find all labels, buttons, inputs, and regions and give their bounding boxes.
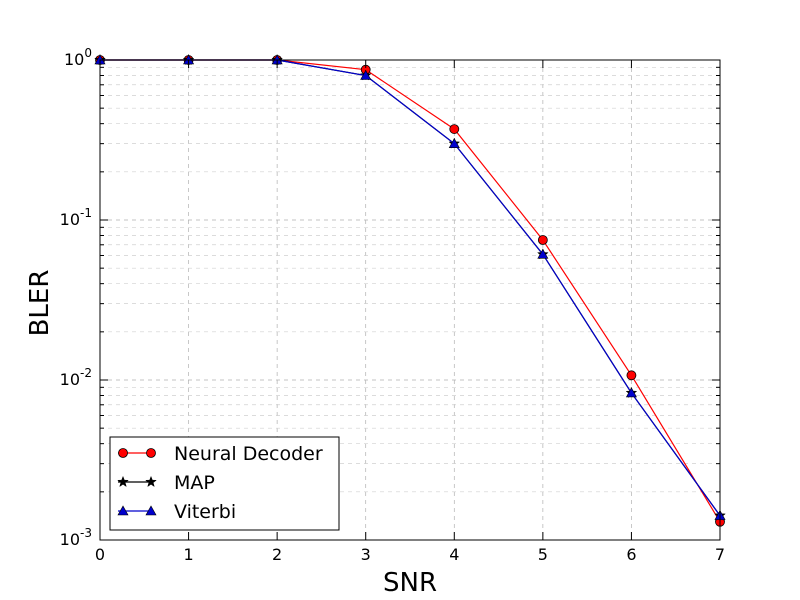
- data-point: [449, 124, 460, 134]
- y-tick-label: 10-1: [60, 206, 92, 229]
- data-point: [537, 248, 549, 259]
- y-tick-exponent: -1: [80, 206, 92, 220]
- x-tick-label: 1: [183, 545, 193, 564]
- y-tick-label: 100: [64, 46, 92, 69]
- x-tick-label: 7: [715, 545, 725, 564]
- x-axis-label: SNR: [383, 568, 437, 598]
- legend: Neural Decoder MAP Viterbi: [109, 436, 340, 531]
- x-tick-label: 2: [272, 545, 282, 564]
- data-point: [625, 387, 637, 398]
- data-point: [626, 370, 637, 381]
- y-tick-exponent: 0: [84, 46, 92, 60]
- y-tick-exponent: -3: [80, 526, 92, 540]
- y-tick-base: 10: [60, 370, 80, 389]
- x-tick-label: 4: [449, 545, 459, 564]
- plot-frame: [99, 59, 721, 541]
- legend-entry: Viterbi: [117, 501, 236, 523]
- data-point: [537, 235, 548, 245]
- x-tick-label: 3: [361, 545, 371, 564]
- tick-marks: [99, 59, 721, 541]
- data-point: [360, 69, 372, 80]
- legend-label: Neural Decoder: [174, 443, 323, 465]
- legend-label: Viterbi: [174, 501, 236, 523]
- x-tick-label: 5: [538, 545, 548, 564]
- legend-marker: [117, 475, 129, 488]
- legend-entry: Neural Decoder: [118, 443, 323, 465]
- y-tick-label: 10-3: [60, 526, 92, 549]
- y-tick-base: 10: [60, 210, 80, 229]
- legend-entry: MAP: [117, 472, 215, 494]
- legend-marker: [146, 448, 156, 458]
- data-point: [448, 138, 460, 148]
- legend-label: MAP: [174, 472, 215, 494]
- legend-marker: [118, 448, 128, 458]
- x-tick-label: 6: [626, 545, 636, 564]
- legend-marker: [145, 505, 157, 516]
- x-tick-labels: 0 1 2 3 4 5 6 7: [95, 545, 725, 564]
- y-tick-base: 10: [64, 50, 84, 69]
- legend-marker: [117, 505, 129, 516]
- y-tick-base: 10: [60, 530, 80, 549]
- legend-marker: [145, 475, 157, 488]
- x-tick-label: 0: [95, 545, 105, 564]
- y-tick-exponent: -2: [80, 366, 92, 380]
- y-axis-label: BLER: [25, 270, 55, 337]
- y-tick-label: 10-2: [60, 366, 92, 389]
